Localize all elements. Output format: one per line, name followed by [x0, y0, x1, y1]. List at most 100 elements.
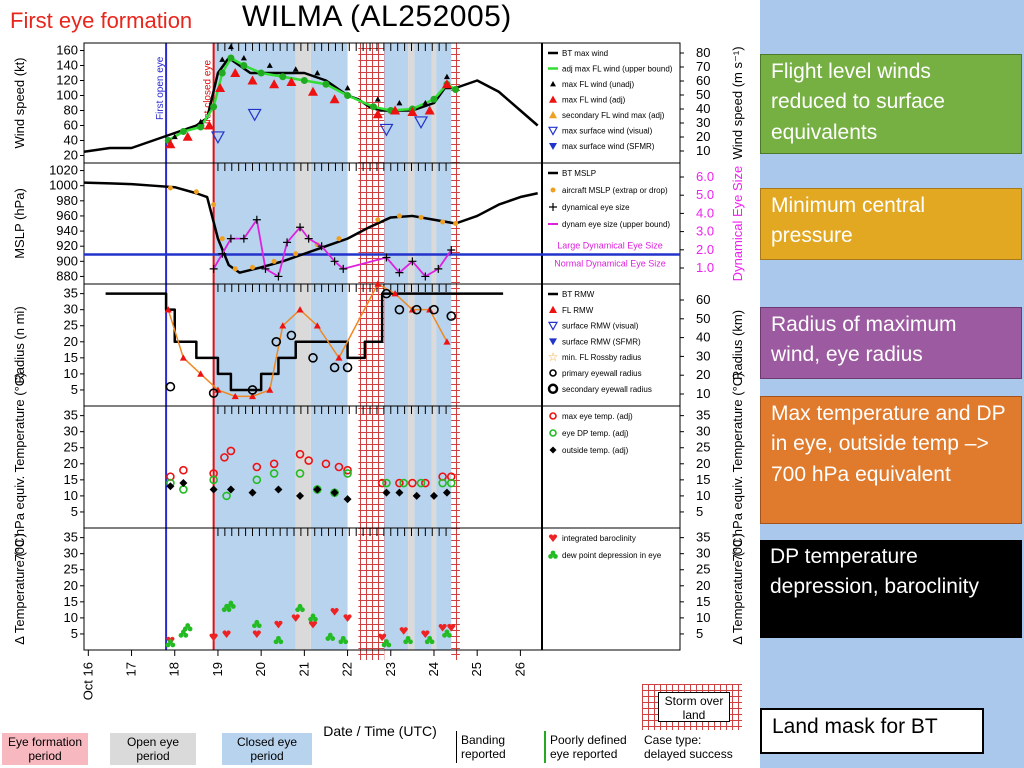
point-temperature-s0-11: [343, 465, 352, 475]
ytick-right-label-radius-1: 20: [696, 367, 710, 382]
ytick-right-label-wind-2: 30: [696, 115, 710, 130]
point-delta-s0-13: [447, 623, 456, 632]
ylabel-right-mslp: Dynamical Eye Size: [730, 166, 745, 282]
point-delta-s1-2-c: [187, 626, 193, 632]
point-radius-s2-0: [165, 381, 176, 392]
point-radius-s2-10: [411, 304, 422, 315]
point-radius-s2-6: [329, 362, 340, 373]
point-mslp-s2-6: [274, 272, 283, 281]
legend-symbol-radius-5: [549, 369, 557, 377]
legend-symbol-wind-6: [549, 143, 557, 150]
point-delta-s1-4-a: [228, 600, 234, 606]
key-banding: Banding reported: [456, 731, 526, 763]
ytick-label-mslp-2: 920: [56, 238, 78, 253]
point-wind-s3-11: [390, 105, 401, 115]
point-delta-s0-4: [274, 620, 283, 629]
point-wind-s3-5: [247, 75, 258, 85]
point-delta-s1-6: [273, 635, 284, 645]
ytick-right-label-radius-3: 40: [696, 330, 710, 345]
point-wind-s2-1: [197, 118, 204, 125]
point-wind-s1-4: [218, 69, 226, 77]
point-temperature-s2-7: [313, 485, 322, 494]
point-radius-s1-15: [443, 338, 451, 345]
legend-label-wind-5: max surface wind (visual): [562, 127, 653, 136]
point-delta-s1-5-a: [254, 619, 260, 625]
point-wind-s1-15: [430, 95, 438, 103]
point-delta-s1-5-c: [256, 623, 262, 629]
point-temperature-s0-9: [321, 459, 331, 469]
point-temperature-s1-12: [416, 478, 426, 488]
point-delta-s1-8-c: [313, 616, 318, 622]
point-delta-s0-10: [399, 627, 408, 635]
point-mslp-s1-13: [440, 219, 446, 225]
point-wind-s1-3: [210, 103, 218, 111]
point-delta-s1-9-b: [325, 636, 331, 641]
ylabel-right-delta: Δ Temperature (°C): [730, 533, 745, 644]
point-temperature-s1-9: [343, 469, 352, 478]
point-radius-s2-1: [208, 388, 219, 398]
point-temperature-s1-2: [209, 475, 218, 485]
point-wind-s3-7: [286, 77, 297, 86]
point-temperature-s2-4: [248, 488, 257, 497]
closed-eye-period-0: [213, 43, 296, 650]
ytick-label-radius-2: 15: [64, 350, 78, 365]
point-delta-s1-10-b: [338, 639, 344, 645]
closed-eye-period-3: [414, 43, 432, 650]
point-temperature-s2-11: [395, 488, 404, 497]
point-delta-s1-0: [165, 639, 176, 648]
legend-label-radius-0: BT RMW: [562, 290, 595, 299]
ytick-right-label-wind-3: 40: [696, 101, 710, 116]
point-delta-s1-6-c: [278, 639, 284, 645]
legend-label-radius-3: surface RMW (SFMR): [562, 337, 641, 346]
legend-label-temperature-2: outside temp. (adj): [562, 446, 629, 455]
point-delta-s0-12: [438, 623, 447, 632]
xtick-label-4: 20: [253, 662, 268, 676]
panel-frame-delta: [83, 527, 681, 651]
ytick-label-delta-5: 30: [64, 546, 78, 561]
ytick-right-label-temperature-5: 30: [696, 424, 710, 439]
point-delta-s0-9: [378, 633, 387, 642]
series-line-wind-s1: [167, 56, 457, 142]
point-delta-s1-4: [226, 600, 236, 609]
legend-label-wind-6: max surface wind (SFMR): [562, 142, 655, 151]
ytick-label-radius-4: 25: [64, 318, 78, 333]
xtick-label-1: 17: [124, 662, 139, 676]
legend-symbol-delta-0: [548, 534, 558, 542]
ytick-right-label-temperature-4: 25: [696, 440, 710, 455]
point-wind-s1-6: [240, 62, 248, 69]
point-temperature-s0-10: [334, 462, 344, 472]
legend-label-delta-1: dew point depression in eye: [562, 551, 662, 560]
point-delta-s1-9: [325, 632, 336, 641]
point-temperature-s1-3: [222, 491, 231, 501]
ytick-label-wind-1: 40: [64, 133, 78, 148]
point-wind-s3-6: [269, 79, 280, 89]
xaxis-label: Date / Time (UTC): [323, 723, 437, 739]
point-delta-s1-9-c: [330, 636, 336, 641]
key-poorly-defined: Poorly defined eye reported: [544, 731, 632, 763]
point-wind-s2-11: [422, 100, 429, 106]
point-temperature-s1-10: [382, 478, 391, 488]
point-wind-s3-14: [441, 79, 452, 89]
ytick-label-delta-4: 25: [64, 562, 78, 577]
legend-label-radius-1: FL RMW: [562, 306, 594, 315]
point-mslp-s1-10: [375, 217, 381, 223]
legend-symbol-wind-5: [547, 126, 559, 136]
key-closed-eye: Closed eye period: [222, 733, 312, 765]
point-delta-s1-0-c: [170, 642, 176, 648]
point-mslp-s2-16: [421, 272, 430, 281]
point-mslp-s1-12: [418, 214, 424, 220]
ylabel-right-wind: Wind speed (m s⁻¹): [730, 46, 745, 159]
point-temperature-s1-5: [269, 469, 279, 478]
point-delta-s1-7-b: [295, 607, 301, 613]
legend-symbol-temperature-0: [549, 412, 557, 420]
point-wind-s3-13: [424, 105, 435, 115]
point-mslp-s2-1: [218, 249, 227, 258]
point-radius-s2-11: [429, 304, 439, 315]
point-delta-s1-3-b: [221, 607, 227, 613]
point-delta-s1-2-b: [182, 626, 188, 632]
point-temperature-s2-6: [296, 491, 305, 500]
point-radius-s1-2: [197, 370, 205, 377]
point-radius-s1-7: [279, 322, 287, 329]
ytick-right-label-mslp-3: 4.0: [696, 205, 714, 220]
point-temperature-s0-15: [421, 478, 430, 488]
